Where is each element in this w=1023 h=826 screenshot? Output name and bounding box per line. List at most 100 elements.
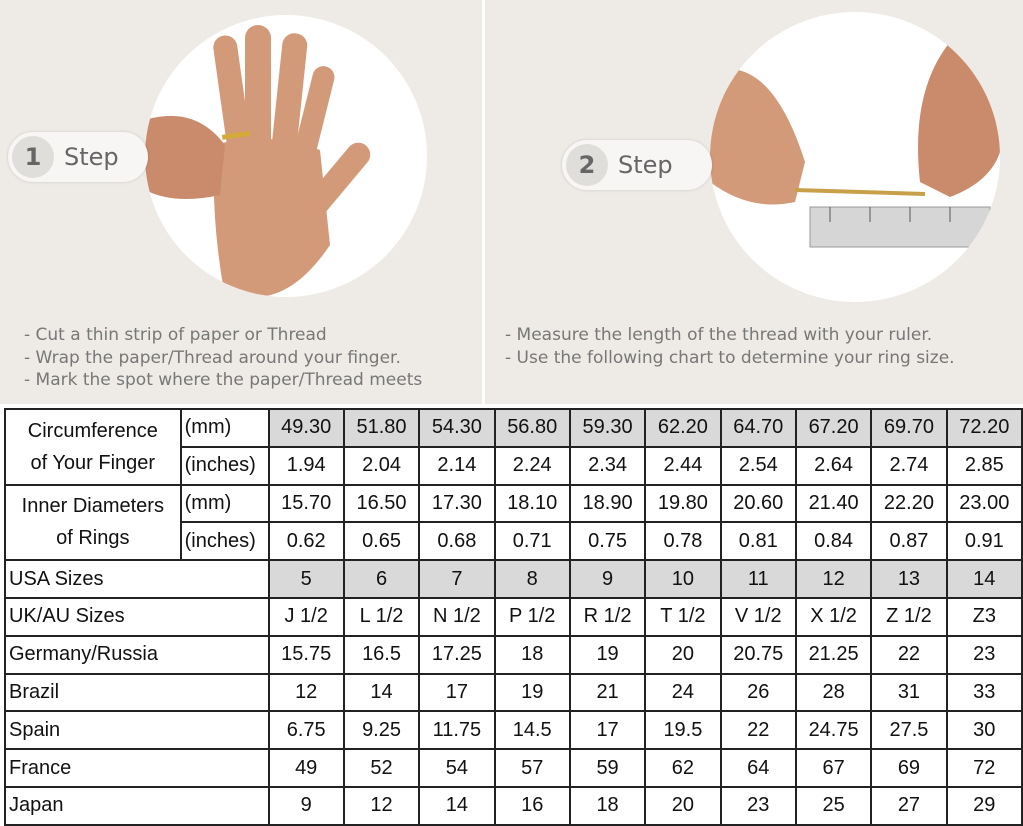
table-cell: 0.78: [644, 521, 722, 562]
table-cell: 0.87: [870, 521, 948, 562]
table-cell: 1.94: [267, 445, 345, 486]
table-cell: 49.30: [267, 408, 345, 448]
table-cell: N 1/2: [418, 596, 496, 637]
row-label: UK/AU Sizes: [4, 596, 270, 637]
table-cell: 7: [418, 559, 496, 599]
table-cell: 0.65: [342, 521, 421, 562]
table-cell: 17.25: [418, 634, 496, 675]
table-cell: 59.30: [568, 408, 647, 448]
table-cell: T 1/2: [644, 596, 722, 637]
row-label: Brazil: [4, 672, 270, 713]
table-cell: 8: [493, 559, 571, 599]
unit-label: (inches): [179, 445, 270, 486]
hand-photo-circle: [145, 15, 427, 297]
table-row: UK/AU Sizes J 1/2 L 1/2 N 1/2 P 1/2 R 1/2 T 1/…: [4, 596, 1023, 637]
table-cell: 0.68: [418, 521, 496, 562]
table-cell: 64: [719, 748, 797, 788]
table-cell: 11: [719, 559, 797, 599]
instruction-line: - Cut a thin strip of paper or Thread: [24, 325, 327, 345]
table-cell: Z 1/2: [870, 596, 948, 637]
table-cell: 18.90: [568, 483, 647, 524]
table-cell: 9.25: [342, 710, 421, 751]
table-cell: 49: [267, 748, 345, 788]
table-cell: 0.71: [493, 521, 571, 562]
step2-number: 2: [566, 144, 608, 186]
table-cell: 11.75: [418, 710, 496, 751]
table-cell: 2.34: [568, 445, 647, 486]
table-cell: 64.70: [719, 408, 797, 448]
table-cell: 5: [267, 559, 345, 599]
table-cell: 23.00: [945, 483, 1023, 524]
table-row: France 49 52 54 57 59 62 64 67 69 72: [4, 748, 1023, 788]
table-cell: 18: [493, 634, 571, 675]
step1-badge: 1 Step: [8, 132, 148, 182]
table-cell: 72.20: [945, 408, 1023, 448]
table-cell: 14: [418, 785, 496, 826]
table-cell: 51.80: [342, 408, 421, 448]
table-cell: 2.74: [870, 445, 948, 486]
table-cell: 19.80: [644, 483, 722, 524]
table-cell: 67.20: [794, 408, 873, 448]
table-cell: 10: [644, 559, 722, 599]
table-cell: 57: [493, 748, 571, 788]
instruction-line: - Measure the length of the thread with …: [505, 325, 933, 345]
table-cell: 2.54: [719, 445, 797, 486]
table-cell: 62.20: [644, 408, 722, 448]
table-row: Germany/Russia 15.75 16.5 17.25 18 19 20 20.75 2…: [4, 634, 1023, 675]
row-label: Spain: [4, 710, 270, 751]
table-cell: 0.84: [794, 521, 873, 562]
table-cell: 9: [267, 785, 345, 826]
table-cell: P 1/2: [493, 596, 571, 637]
table-cell: 23: [945, 634, 1023, 675]
table-cell: 2.04: [342, 445, 421, 486]
table-cell: 20.75: [719, 634, 797, 675]
unit-label: (inches): [179, 521, 270, 562]
table-cell: 56.80: [493, 408, 571, 448]
table-cell: 69.70: [870, 408, 948, 448]
table-cell: 30: [945, 710, 1023, 751]
step2-panel: 2 Step - Measure the length of the threa…: [485, 0, 1023, 404]
table-cell: 14.5: [493, 710, 571, 751]
table-cell: 72: [945, 748, 1023, 788]
table-cell: 14: [342, 672, 421, 713]
table-cell: 13: [870, 559, 948, 599]
table-cell: 20: [644, 634, 722, 675]
circumference-label: Circumference of Your Finger: [4, 408, 182, 486]
table-cell: 69: [870, 748, 948, 788]
table-cell: 15.70: [267, 483, 345, 524]
ruler-photo-circle: [710, 12, 1000, 302]
table-cell: 2.14: [418, 445, 496, 486]
thread-and-ruler-illustration: [710, 32, 1000, 248]
table-cell: J 1/2: [267, 596, 345, 637]
instruction-line: - Wrap the paper/Thread around your fing…: [24, 347, 401, 368]
unit-label: (mm): [179, 408, 270, 448]
table-cell: 19: [493, 672, 571, 713]
table-cell: 28: [794, 672, 873, 713]
table-cell: 0.62: [267, 521, 345, 562]
step2-badge: 2 Step: [562, 140, 712, 190]
table-cell: 12: [794, 559, 873, 599]
table-cell: 17: [568, 710, 647, 751]
step2-instructions: - Measure the length of the thread with …: [505, 324, 955, 369]
row-label: France: [4, 748, 270, 788]
table-cell: 26: [719, 672, 797, 713]
circumference-label-line2: of Your Finger: [30, 451, 156, 474]
table-cell: 0.75: [568, 521, 647, 562]
step1-number: 1: [12, 136, 54, 178]
step2-label: Step: [618, 151, 673, 179]
row-label: Japan: [4, 785, 270, 826]
table-cell: 22: [719, 710, 797, 751]
diameter-label-line2: of Rings: [56, 527, 130, 550]
circumference-inches-row: (inches) 1.94 2.04 2.14 2.24 2.34 2.44 2.54 2.64…: [5, 445, 1023, 486]
table-cell: 2.24: [493, 445, 571, 486]
table-cell: 18.10: [493, 483, 571, 524]
table-cell: 20.60: [719, 483, 797, 524]
table-row: USA Sizes 5 6 7 8 9 10 11 12 13 14: [4, 559, 1023, 599]
table-cell: 2.44: [644, 445, 722, 486]
table-cell: 19: [568, 634, 647, 675]
table-cell: L 1/2: [342, 596, 421, 637]
unit-label: (mm): [179, 483, 270, 524]
instruction-line: - Mark the spot where the paper/Thread m…: [24, 370, 423, 390]
table-cell: 2.64: [794, 445, 873, 486]
table-cell: V 1/2: [719, 596, 797, 637]
